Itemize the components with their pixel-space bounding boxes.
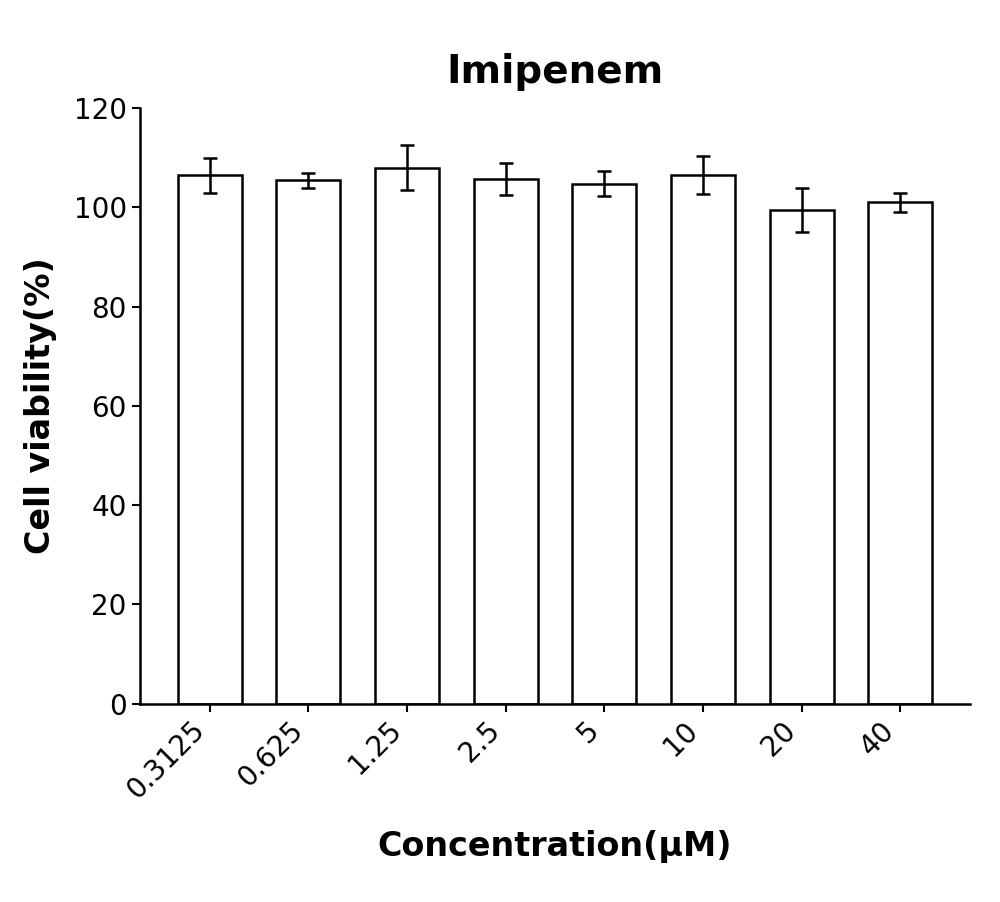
Title: Imipenem: Imipenem [446, 53, 664, 91]
Bar [276, 180, 340, 704]
Bar [572, 184, 636, 704]
Bar [178, 175, 242, 704]
Bar [868, 203, 932, 704]
X-axis label: Concentration(μM): Concentration(μM) [378, 830, 732, 862]
Bar [375, 168, 439, 704]
Bar [770, 210, 834, 704]
Bar [474, 179, 538, 704]
Y-axis label: Cell viability(%): Cell viability(%) [24, 258, 57, 554]
Bar [671, 175, 735, 704]
